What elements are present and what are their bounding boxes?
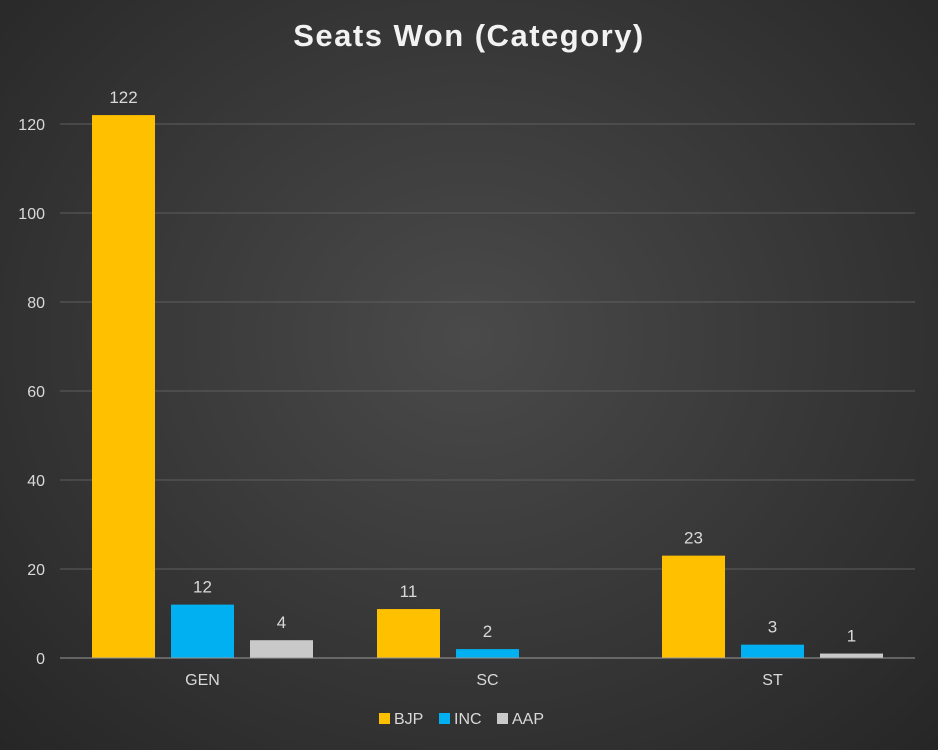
bar-inc-st: [741, 644, 804, 658]
legend-swatch-bjp: [379, 713, 390, 724]
y-tick-label: 100: [18, 206, 45, 223]
y-tick-label: 20: [27, 562, 45, 579]
chart-title: Seats Won (Category): [293, 18, 645, 53]
bars: [92, 115, 883, 659]
data-label-aap-gen: 4: [277, 613, 286, 632]
legend-label-inc: INC: [454, 711, 482, 728]
gridlines: [60, 123, 915, 570]
data-label-bjp-st: 23: [684, 529, 703, 548]
data-label-inc-gen: 12: [193, 578, 212, 597]
data-label-aap-st: 1: [847, 627, 856, 646]
x-tick-label: ST: [762, 672, 783, 689]
y-tick-label: 60: [27, 384, 45, 401]
y-axis-ticks: 0 20 40 60 80 100 120: [18, 117, 45, 668]
bar-aap-gen: [250, 640, 313, 658]
x-tick-label: GEN: [185, 672, 220, 689]
y-tick-label: 0: [36, 651, 45, 668]
bar-bjp-sc: [377, 609, 440, 658]
legend-label-aap: AAP: [512, 711, 544, 728]
bar-inc-gen: [171, 604, 234, 658]
y-tick-label: 80: [27, 295, 45, 312]
data-label-bjp-gen: 122: [109, 88, 137, 107]
bar-bjp-gen: [92, 115, 155, 659]
bar-bjp-st: [662, 555, 725, 658]
legend-swatch-inc: [439, 713, 450, 724]
y-tick-label: 40: [27, 473, 45, 490]
bar-inc-sc: [456, 649, 519, 658]
data-label-bjp-sc: 11: [400, 582, 418, 601]
data-label-inc-sc: 2: [483, 622, 492, 641]
x-tick-label: SC: [476, 672, 498, 689]
legend-label-bjp: BJP: [394, 711, 423, 728]
legend-swatch-aap: [497, 713, 508, 724]
bar-aap-st: [820, 653, 883, 658]
x-axis-ticks: GEN SC ST: [185, 672, 783, 689]
data-labels: 122 12 4 11 2 23 3 1: [109, 88, 856, 645]
y-tick-label: 120: [18, 117, 45, 134]
data-label-inc-st: 3: [768, 618, 777, 637]
legend: BJP INC AAP: [379, 711, 544, 728]
